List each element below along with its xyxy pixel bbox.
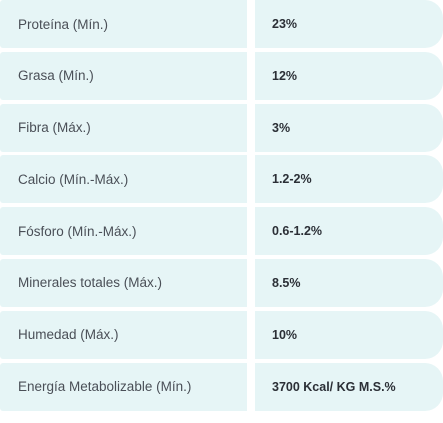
row-value: 1.2-2% <box>255 155 443 204</box>
cell-divider <box>247 258 255 307</box>
row-label: Fósforo (Mín.-Máx.) <box>0 207 247 256</box>
cell-divider <box>247 362 255 411</box>
table-row-fiber: Fibra (Máx.) 3% <box>0 103 443 152</box>
cell-divider <box>247 207 255 256</box>
table-row-calcium: Calcio (Mín.-Máx.) 1.2-2% <box>0 155 443 204</box>
table-row-energy: Energía Metabolizable (Mín.) 3700 Kcal/ … <box>0 362 443 411</box>
table-row-minerals: Minerales totales (Máx.) 8.5% <box>0 258 443 307</box>
row-value: 10% <box>255 310 443 359</box>
cell-divider <box>247 103 255 152</box>
row-label: Grasa (Mín.) <box>0 51 247 100</box>
row-label: Fibra (Máx.) <box>0 103 247 152</box>
table-row-fat: Grasa (Mín.) 12% <box>0 51 443 100</box>
row-value: 8.5% <box>255 258 443 307</box>
nutrition-table: Proteína (Mín.) 23% Grasa (Mín.) 12% Fib… <box>0 0 443 411</box>
cell-divider <box>247 155 255 204</box>
row-label: Calcio (Mín.-Máx.) <box>0 155 247 204</box>
row-value: 12% <box>255 51 443 100</box>
row-value: 3700 Kcal/ KG M.S.% <box>255 362 443 411</box>
table-row-moisture: Humedad (Máx.) 10% <box>0 310 443 359</box>
cell-divider <box>247 51 255 100</box>
row-value: 23% <box>255 0 443 48</box>
row-label: Minerales totales (Máx.) <box>0 258 247 307</box>
cell-divider <box>247 0 255 48</box>
row-value: 3% <box>255 103 443 152</box>
row-label: Humedad (Máx.) <box>0 310 247 359</box>
row-value: 0.6-1.2% <box>255 207 443 256</box>
cell-divider <box>247 310 255 359</box>
table-row-protein: Proteína (Mín.) 23% <box>0 0 443 48</box>
row-label: Energía Metabolizable (Mín.) <box>0 362 247 411</box>
table-row-phosphorus: Fósforo (Mín.-Máx.) 0.6-1.2% <box>0 207 443 256</box>
row-label: Proteína (Mín.) <box>0 0 247 48</box>
